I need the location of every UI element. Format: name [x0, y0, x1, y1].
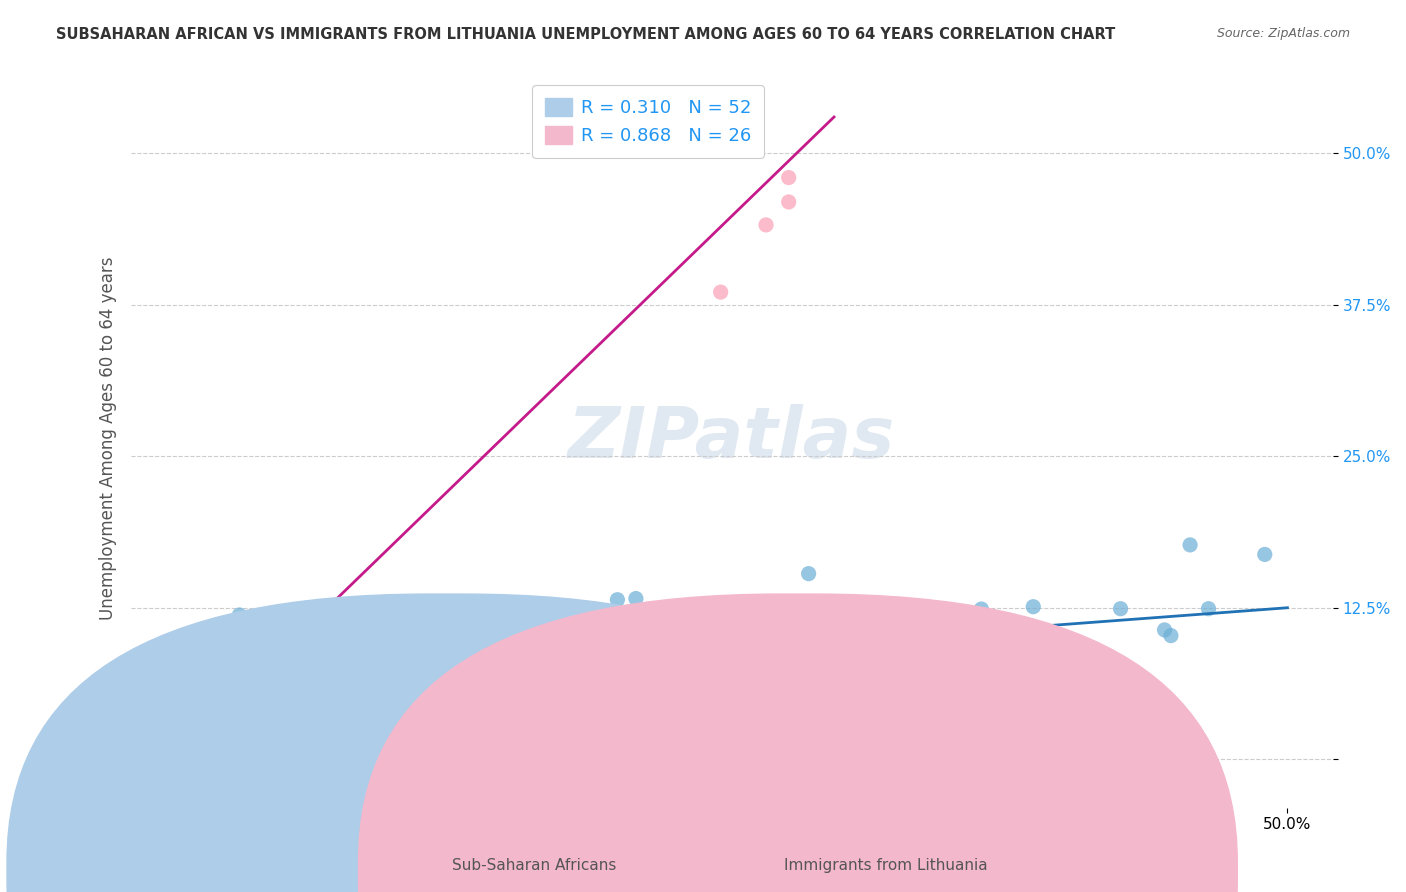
blue	[1153, 623, 1175, 637]
blue	[817, 645, 839, 659]
blue	[437, 680, 460, 694]
blue	[547, 611, 569, 625]
pink	[264, 663, 287, 677]
pink	[778, 170, 800, 185]
blue	[551, 641, 574, 656]
Text: Source: ZipAtlas.com: Source: ZipAtlas.com	[1216, 27, 1350, 40]
blue	[970, 602, 993, 616]
blue	[709, 629, 731, 643]
pink	[259, 714, 281, 728]
pink	[169, 673, 191, 688]
blue	[628, 630, 651, 644]
blue	[797, 566, 820, 581]
pink	[245, 697, 267, 711]
pink	[236, 655, 259, 669]
blue	[800, 681, 823, 696]
blue	[336, 667, 359, 681]
Text: ZIPatlas: ZIPatlas	[568, 403, 896, 473]
pink	[755, 218, 778, 232]
blue	[502, 702, 524, 716]
pink	[240, 690, 263, 704]
pink	[177, 716, 200, 731]
blue	[506, 665, 529, 679]
Y-axis label: Unemployment Among Ages 60 to 64 years: Unemployment Among Ages 60 to 64 years	[100, 256, 117, 620]
pink	[247, 666, 270, 681]
blue	[166, 667, 188, 681]
blue	[382, 643, 405, 657]
pink	[778, 194, 800, 209]
blue	[713, 618, 735, 632]
blue	[194, 699, 217, 714]
pink	[148, 657, 170, 672]
pink	[271, 696, 294, 710]
pink	[232, 672, 254, 686]
pink	[194, 657, 217, 671]
blue	[406, 659, 429, 673]
Legend: R = 0.310   N = 52, R = 0.868   N = 26: R = 0.310 N = 52, R = 0.868 N = 26	[531, 85, 763, 158]
pink	[259, 747, 281, 762]
Text: Immigrants from Lithuania: Immigrants from Lithuania	[785, 858, 987, 872]
blue	[564, 698, 586, 712]
Text: SUBSAHARAN AFRICAN VS IMMIGRANTS FROM LITHUANIA UNEMPLOYMENT AMONG AGES 60 TO 64: SUBSAHARAN AFRICAN VS IMMIGRANTS FROM LI…	[56, 27, 1115, 42]
blue	[731, 682, 754, 697]
blue	[392, 622, 415, 636]
pink	[222, 652, 245, 666]
Text: Sub-Saharan Africans: Sub-Saharan Africans	[453, 858, 616, 872]
blue	[969, 615, 991, 629]
blue	[423, 708, 446, 723]
blue	[468, 600, 491, 615]
blue	[411, 666, 433, 681]
blue	[257, 689, 280, 703]
blue	[1160, 629, 1182, 643]
blue	[624, 591, 647, 606]
pink	[710, 285, 733, 299]
blue	[596, 649, 619, 664]
blue	[835, 641, 858, 656]
blue	[606, 592, 628, 607]
pink	[148, 677, 170, 691]
pink	[264, 733, 287, 747]
pink	[159, 657, 181, 672]
blue	[673, 657, 696, 672]
pink	[176, 706, 198, 721]
pink	[249, 691, 271, 706]
blue	[219, 628, 242, 642]
blue	[395, 706, 418, 720]
blue	[457, 670, 479, 684]
blue	[328, 648, 350, 663]
blue	[770, 615, 793, 629]
blue	[1022, 599, 1045, 614]
blue	[360, 674, 382, 689]
blue	[404, 696, 426, 710]
blue	[323, 673, 346, 688]
blue	[468, 672, 491, 686]
blue	[1198, 601, 1220, 615]
pink	[253, 703, 276, 717]
blue	[1109, 601, 1132, 615]
blue	[1178, 538, 1201, 552]
blue	[638, 620, 661, 634]
blue	[236, 613, 259, 627]
pink	[214, 681, 236, 695]
blue	[308, 685, 330, 699]
blue	[367, 617, 389, 632]
pink	[180, 700, 202, 714]
blue	[172, 721, 194, 735]
blue	[228, 607, 250, 622]
blue	[1254, 548, 1277, 562]
